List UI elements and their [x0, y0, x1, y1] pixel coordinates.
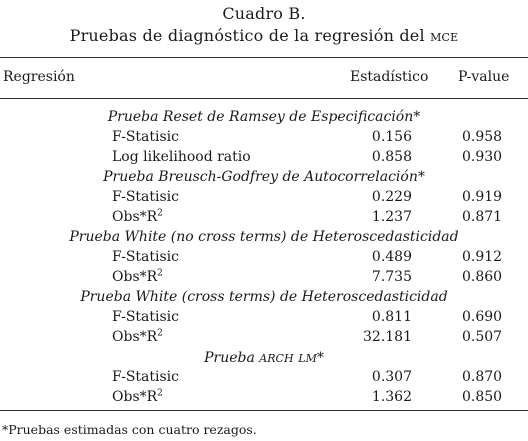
row-pvalue: 0.958: [462, 129, 503, 145]
row-label-superscript: 2: [157, 388, 163, 399]
section-title-breusch-godfrey: Prueba Breusch-Godfrey de Autocorrelació…: [103, 169, 425, 185]
column-header-regresion: Regresión: [3, 69, 75, 85]
row-label-text: Obs*R: [112, 209, 158, 225]
table-caption-title: Pruebas de diagnóstico de la regresión d…: [0, 26, 528, 46]
row-stat: 1.237: [371, 209, 412, 225]
row-label-superscript: 2: [157, 328, 163, 339]
row-pvalue: 0.870: [462, 369, 503, 385]
row-label-superscript: 2: [157, 268, 163, 279]
column-header-pvalue: P-value: [458, 69, 510, 85]
row-pvalue: 0.860: [462, 269, 503, 285]
row-label: F-Statisic: [112, 129, 179, 145]
row-label: F-Statisic: [112, 249, 179, 265]
row-label-text: Obs*R: [112, 329, 158, 345]
row-pvalue: 0.919: [462, 189, 503, 205]
row-label: Obs*R2: [112, 388, 163, 406]
row-stat: 32.181: [363, 329, 412, 345]
row-label: F-Statisic: [112, 309, 179, 325]
section-title-suffix: *: [316, 350, 324, 366]
row-label: Obs*R2: [112, 208, 163, 226]
section-title-abbrev: ARCH LM: [259, 348, 317, 366]
row-stat: 1.362: [371, 389, 412, 405]
section-title-ramsey: Prueba Reset de Ramsey de Especificación…: [107, 109, 421, 125]
row-stat: 0.307: [371, 369, 412, 385]
table-caption-number: Cuadro B.: [222, 4, 306, 23]
row-pvalue: 0.871: [462, 209, 503, 225]
row-stat: 0.811: [371, 309, 412, 325]
row-label: F-Statisic: [112, 189, 179, 205]
header-rule: [0, 98, 528, 99]
row-label-superscript: 2: [157, 208, 163, 219]
top-rule: [0, 57, 528, 58]
section-title-white-cross: Prueba White (cross terms) de Heterosced…: [80, 289, 448, 305]
caption-title-text: Pruebas de diagnóstico de la regresión d…: [69, 26, 431, 45]
table-footnote: *Pruebas estimadas con cuatro rezagos.: [2, 422, 257, 437]
section-title-arch-lm: Prueba ARCH LM*: [0, 348, 528, 367]
row-stat: 0.229: [371, 189, 412, 205]
caption-abbrev: MCE: [430, 27, 459, 45]
row-pvalue: 0.930: [462, 149, 503, 165]
row-pvalue: 0.912: [462, 249, 503, 265]
row-stat: 0.156: [371, 129, 412, 145]
section-title-prefix: Prueba: [204, 350, 260, 366]
row-label: Obs*R2: [112, 328, 163, 346]
row-pvalue: 0.507: [462, 329, 503, 345]
column-header-estadistico: Estadístico: [350, 69, 429, 85]
row-stat: 0.858: [371, 149, 412, 165]
row-pvalue: 0.850: [462, 389, 503, 405]
row-stat: 7.735: [371, 269, 412, 285]
section-title-white-no-cross: Prueba White (no cross terms) de Heteros…: [69, 229, 459, 245]
row-stat: 0.489: [371, 249, 412, 265]
bottom-rule: [0, 410, 528, 411]
row-label: Obs*R2: [112, 268, 163, 286]
row-label-text: Obs*R: [112, 389, 158, 405]
row-label-text: Obs*R: [112, 269, 158, 285]
row-label: F-Statisic: [112, 369, 179, 385]
row-pvalue: 0.690: [462, 309, 503, 325]
row-label: Log likelihood ratio: [112, 149, 251, 165]
